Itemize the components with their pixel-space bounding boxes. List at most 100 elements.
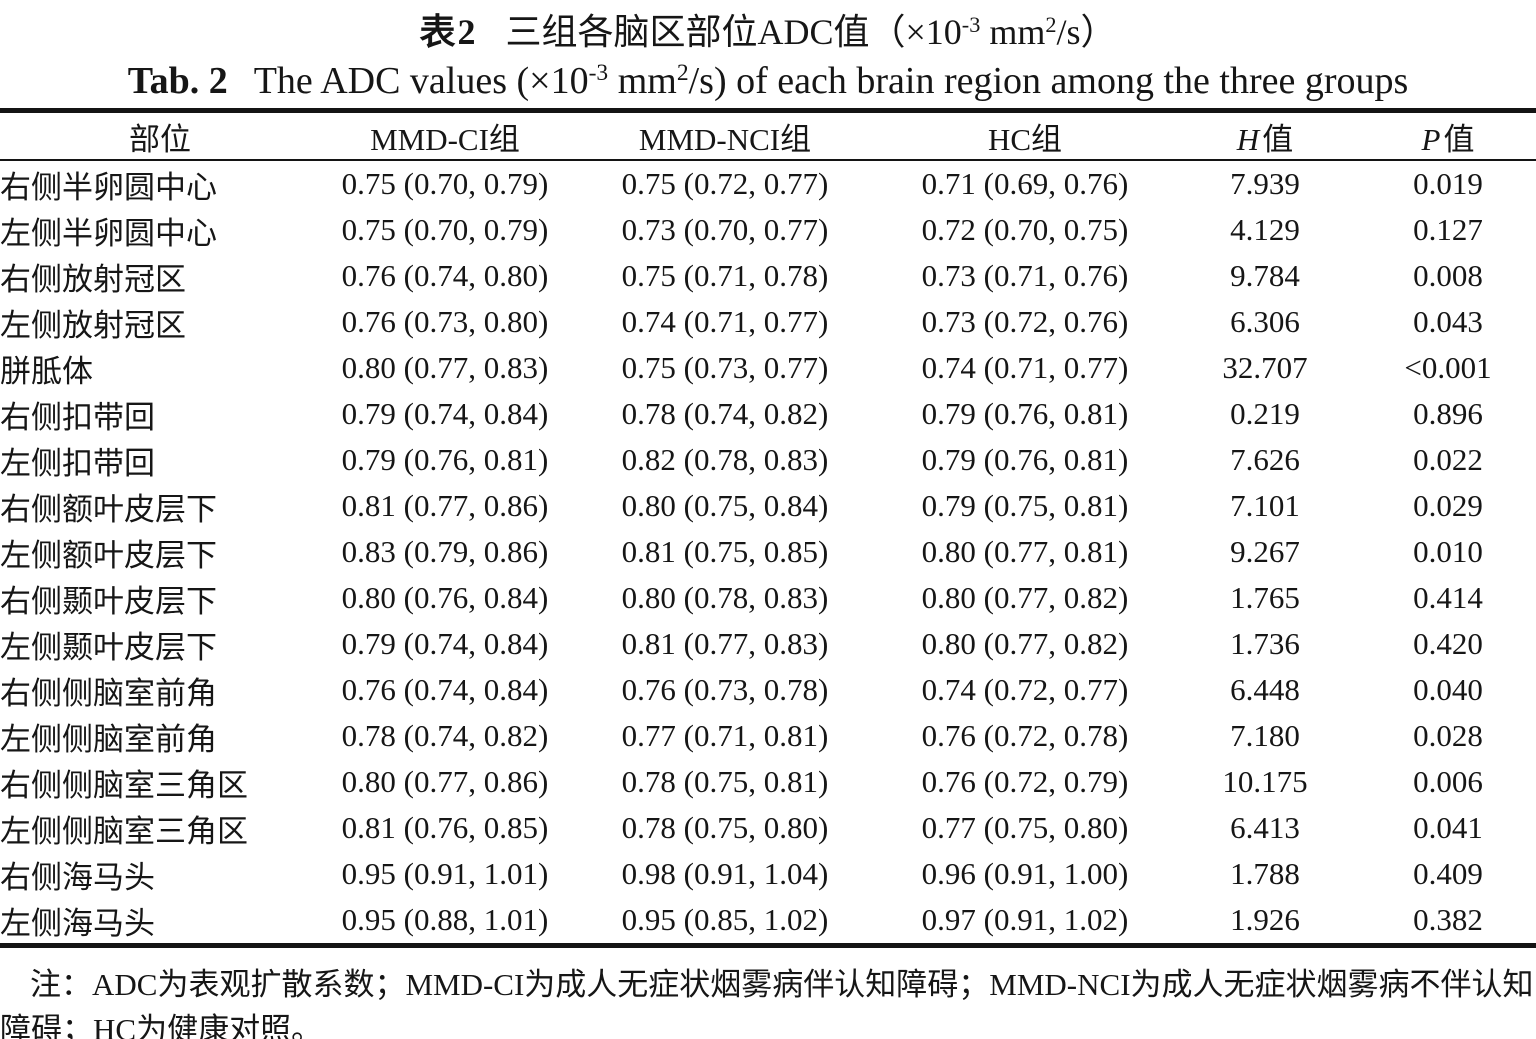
cell-hc-value: 0.96 (0.91, 1.00): [921, 856, 1129, 891]
col-header-mmd-nci-group: MMD-NCI组: [638, 121, 812, 157]
cell-h-value: 1.926: [1230, 902, 1300, 937]
cell-region: 右侧海马头: [0, 859, 155, 895]
col-header-h-value: H值: [1236, 121, 1294, 157]
cell-mmd-nci-value: 0.75 (0.71, 0.78): [621, 258, 829, 293]
table-row: 右侧额叶皮层下 0.81 (0.77, 0.86) 0.80 (0.75, 0.…: [0, 483, 1536, 529]
cell-mmd-nci-value: 0.80 (0.78, 0.83): [621, 580, 829, 615]
table-row: 右侧侧脑室三角区 0.80 (0.77, 0.86) 0.78 (0.75, 0…: [0, 759, 1536, 805]
cell-hc-value: 0.79 (0.75, 0.81): [921, 488, 1129, 523]
cell-hc-value: 0.80 (0.77, 0.81): [921, 534, 1129, 569]
cell-mmd-ci-value: 0.95 (0.91, 1.01): [341, 856, 549, 891]
cell-p-value: 0.019: [1413, 166, 1483, 201]
cell-region: 右侧扣带回: [0, 399, 155, 435]
cell-mmd-ci-value: 0.80 (0.77, 0.83): [341, 350, 549, 385]
cell-p-value: 0.006: [1413, 764, 1483, 799]
cell-h-value: 0.219: [1230, 396, 1300, 431]
cell-hc-value: 0.73 (0.71, 0.76): [921, 258, 1129, 293]
table-caption-chinese: 表2 三组各脑区部位ADC值（×10-3 mm2/s）: [0, 0, 1536, 59]
cell-region: 左侧半卵圆中心: [0, 215, 217, 251]
cell-p-value: 0.414: [1413, 580, 1483, 615]
table-row: 左侧颞叶皮层下 0.79 (0.74, 0.84) 0.81 (0.77, 0.…: [0, 621, 1536, 667]
col-header-mmd-ci-group: MMD-CI组: [370, 121, 520, 157]
cell-h-value: 10.175: [1222, 764, 1308, 799]
superscript-exponent: 2: [1045, 11, 1057, 37]
table-row: 左侧海马头 0.95 (0.88, 1.01) 0.95 (0.85, 1.02…: [0, 897, 1536, 946]
cell-mmd-nci-value: 0.78 (0.74, 0.82): [621, 396, 829, 431]
cell-mmd-ci-value: 0.83 (0.79, 0.86): [341, 534, 549, 569]
cell-region: 左侧放射冠区: [0, 307, 186, 343]
table-caption-chinese-text: 三组各脑区部位ADC值（×10-3 mm2/s）: [505, 11, 1117, 52]
cell-h-value: 9.267: [1230, 534, 1300, 569]
table-row: 右侧侧脑室前角 0.76 (0.74, 0.84) 0.76 (0.73, 0.…: [0, 667, 1536, 713]
table-row: 左侧额叶皮层下 0.83 (0.79, 0.86) 0.81 (0.75, 0.…: [0, 529, 1536, 575]
table-caption-english: Tab. 2 The ADC values (×10-3 mm2/s) of ea…: [0, 59, 1536, 108]
table-caption-english-text: The ADC values (×10-3 mm2/s) of each bra…: [253, 60, 1409, 102]
cell-h-value: 4.129: [1230, 212, 1300, 247]
cell-hc-value: 0.73 (0.72, 0.76): [921, 304, 1129, 339]
cell-hc-value: 0.79 (0.76, 0.81): [921, 396, 1129, 431]
col-header-region: 部位: [129, 121, 191, 157]
superscript-exponent: 2: [676, 60, 689, 87]
cell-h-value: 1.788: [1230, 856, 1300, 891]
cell-p-value: 0.127: [1413, 212, 1483, 247]
cell-region: 右侧颞叶皮层下: [0, 583, 217, 619]
cell-region: 左侧海马头: [0, 905, 155, 941]
cell-hc-value: 0.74 (0.71, 0.77): [921, 350, 1129, 385]
table-row: 左侧放射冠区 0.76 (0.73, 0.80) 0.74 (0.71, 0.7…: [0, 299, 1536, 345]
cell-h-value: 9.784: [1230, 258, 1300, 293]
cell-p-value: 0.028: [1413, 718, 1483, 753]
table-row: 右侧半卵圆中心 0.75 (0.70, 0.79) 0.75 (0.72, 0.…: [0, 160, 1536, 207]
cell-hc-value: 0.79 (0.76, 0.81): [921, 442, 1129, 477]
cell-mmd-ci-value: 0.75 (0.70, 0.79): [341, 212, 549, 247]
cell-mmd-ci-value: 0.76 (0.74, 0.80): [341, 258, 549, 293]
cell-mmd-nci-value: 0.73 (0.70, 0.77): [621, 212, 829, 247]
cell-p-value: 0.022: [1413, 442, 1483, 477]
table-row: 左侧扣带回 0.79 (0.76, 0.81) 0.82 (0.78, 0.83…: [0, 437, 1536, 483]
cell-region: 左侧侧脑室前角: [0, 721, 217, 757]
cell-mmd-nci-value: 0.80 (0.75, 0.84): [621, 488, 829, 523]
cell-hc-value: 0.71 (0.69, 0.76): [921, 166, 1129, 201]
cell-region: 右侧放射冠区: [0, 261, 186, 297]
table-header-row: 部位 MMD-CI组 MMD-NCI组 HC组 H值 P值: [0, 111, 1536, 160]
cell-h-value: 6.413: [1230, 810, 1300, 845]
cell-hc-value: 0.74 (0.72, 0.77): [921, 672, 1129, 707]
cell-mmd-ci-value: 0.75 (0.70, 0.79): [341, 166, 549, 201]
cell-p-value: 0.896: [1413, 396, 1483, 431]
table-row: 左侧侧脑室前角 0.78 (0.74, 0.82) 0.77 (0.71, 0.…: [0, 713, 1536, 759]
cell-hc-value: 0.97 (0.91, 1.02): [921, 902, 1129, 937]
table-footnote: 注：ADC为表观扩散系数；MMD-CI为成人无症状烟雾病伴认知障碍；MMD-NC…: [0, 967, 1534, 1039]
table-row: 右侧放射冠区 0.76 (0.74, 0.80) 0.75 (0.71, 0.7…: [0, 253, 1536, 299]
cell-mmd-nci-value: 0.82 (0.78, 0.83): [621, 442, 829, 477]
cell-mmd-nci-value: 0.74 (0.71, 0.77): [621, 304, 829, 339]
cell-h-value: 1.736: [1230, 626, 1300, 661]
cell-mmd-ci-value: 0.78 (0.74, 0.82): [341, 718, 549, 753]
cell-p-value: 0.010: [1413, 534, 1483, 569]
superscript-exponent: -3: [961, 11, 981, 37]
cell-mmd-ci-value: 0.76 (0.73, 0.80): [341, 304, 549, 339]
cell-region: 胼胝体: [0, 353, 93, 389]
cell-region: 左侧颞叶皮层下: [0, 629, 217, 665]
cell-region: 左侧侧脑室三角区: [0, 813, 248, 849]
col-header-p-value: P值: [1421, 121, 1475, 157]
cell-hc-value: 0.80 (0.77, 0.82): [921, 626, 1129, 661]
cell-mmd-ci-value: 0.95 (0.88, 1.01): [341, 902, 549, 937]
table-number-english: Tab. 2: [127, 60, 228, 102]
cell-mmd-nci-value: 0.77 (0.71, 0.81): [621, 718, 829, 753]
adc-values-table: 部位 MMD-CI组 MMD-NCI组 HC组 H值 P值 右侧半卵圆中心 0.…: [0, 108, 1536, 948]
cell-region: 右侧侧脑室前角: [0, 675, 217, 711]
cell-h-value: 6.306: [1230, 304, 1300, 339]
table-row: 胼胝体 0.80 (0.77, 0.83) 0.75 (0.73, 0.77) …: [0, 345, 1536, 391]
cell-mmd-ci-value: 0.76 (0.74, 0.84): [341, 672, 549, 707]
cell-mmd-nci-value: 0.95 (0.85, 1.02): [621, 902, 829, 937]
cell-mmd-ci-value: 0.79 (0.74, 0.84): [341, 396, 549, 431]
cell-hc-value: 0.76 (0.72, 0.78): [921, 718, 1129, 753]
table-row: 左侧侧脑室三角区 0.81 (0.76, 0.85) 0.78 (0.75, 0…: [0, 805, 1536, 851]
cell-p-value: 0.041: [1413, 810, 1483, 845]
cell-region: 右侧半卵圆中心: [0, 169, 217, 205]
cell-p-value: 0.040: [1413, 672, 1483, 707]
cell-mmd-ci-value: 0.81 (0.76, 0.85): [341, 810, 549, 845]
cell-h-value: 7.180: [1230, 718, 1300, 753]
cell-mmd-nci-value: 0.76 (0.73, 0.78): [621, 672, 829, 707]
cell-p-value: 0.420: [1413, 626, 1483, 661]
cell-mmd-nci-value: 0.98 (0.91, 1.04): [621, 856, 829, 891]
